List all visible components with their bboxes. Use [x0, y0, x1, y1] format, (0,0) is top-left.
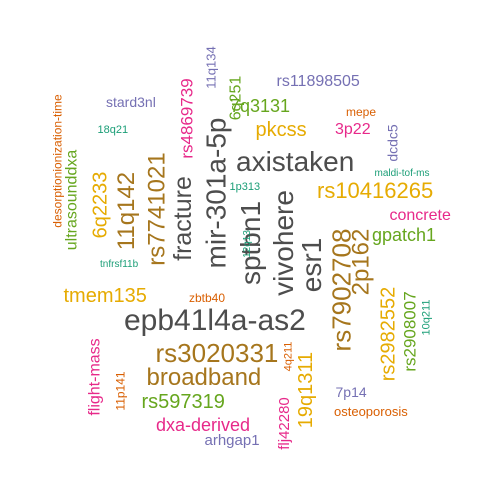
- word-4q211: 4q211: [282, 341, 295, 371]
- word-fracture: fracture: [168, 175, 197, 261]
- word-3p22: 3p22: [335, 121, 371, 138]
- word-flj42280: flj42280: [275, 396, 293, 450]
- word-rs10416265: rs10416265: [317, 178, 434, 203]
- word-axistaken: axistaken: [236, 146, 355, 177]
- word-7p14: 7p14: [335, 384, 367, 400]
- word-12q13: 12q13: [241, 230, 253, 258]
- word-gpatch1: gpatch1: [372, 225, 437, 245]
- word-osteoporosis: osteoporosis: [334, 403, 408, 419]
- word-vivohere: vivohere: [267, 190, 299, 296]
- word-maldi-tof-ms: maldi-tof-ms: [374, 168, 430, 179]
- word-mir-301a-5p: mir-301a-5p: [199, 117, 231, 269]
- word-mepe: mepe: [346, 105, 377, 119]
- word-19q1311: 19q1311: [295, 351, 318, 429]
- word-dxa-derived: dxa-derived: [156, 415, 251, 435]
- word-broadband: broadband: [146, 364, 262, 391]
- word-concrete: concrete: [389, 207, 451, 224]
- word-pkcss: pkcss: [255, 119, 307, 141]
- word-flight-mass: flight-mass: [86, 338, 104, 416]
- word-rs3020331: rs3020331: [155, 338, 279, 368]
- word-7q3131: 7q3131: [230, 96, 291, 116]
- word-desorptionionization-time: desorptionionization-time: [50, 94, 65, 228]
- word-dcdc5: dcdc5: [384, 124, 401, 162]
- word-stard3nl: stard3nl: [106, 94, 156, 110]
- word-6q2233: 6q2233: [88, 171, 111, 239]
- word-esr1: esr1: [296, 237, 328, 293]
- word-rs2908007: rs2908007: [400, 290, 420, 372]
- word-18q21: 18q21: [97, 123, 129, 136]
- word-tnfrsf11b: tnfrsf11b: [100, 259, 139, 270]
- word-11p141: 11p141: [113, 371, 128, 411]
- word-rs11898505: rs11898505: [276, 73, 360, 90]
- word-11q134: 11q134: [203, 45, 219, 89]
- word-2p162: 2p162: [346, 228, 374, 296]
- word-arhgap1: arhgap1: [204, 431, 260, 449]
- word-ultrasounddxa: ultrasounddxa: [62, 149, 80, 251]
- word-10q211: 10q211: [420, 299, 433, 335]
- word-rs597319: rs597319: [141, 391, 225, 413]
- word-11q142: 11q142: [113, 171, 141, 251]
- word-zbtb40: zbtb40: [189, 291, 226, 305]
- word-6q251: 6q251: [226, 75, 244, 121]
- word-1p313: 1p313: [229, 180, 261, 193]
- word-tmem135: tmem135: [63, 285, 147, 307]
- word-rs7741021: rs7741021: [143, 152, 171, 266]
- word-rs4869739: rs4869739: [177, 77, 197, 159]
- word-rs2982552: rs2982552: [376, 286, 399, 382]
- word-epb41l4a-as2: epb41l4a-as2: [124, 304, 306, 337]
